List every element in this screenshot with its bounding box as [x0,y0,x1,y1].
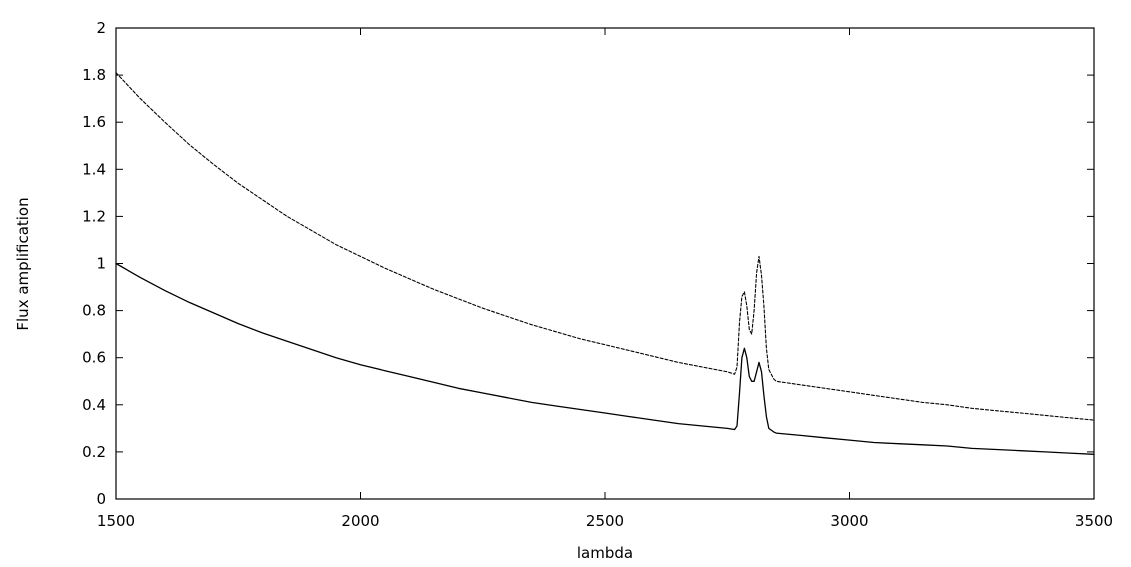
dashed-curve [115,72,1095,421]
y-tick-label: 0.2 [82,443,106,461]
x-tick-label: 1500 [97,512,135,530]
x-axis-label: lambda [577,544,633,562]
y-tick-label: 1.2 [82,207,106,225]
y-tick-label: 0.8 [82,302,106,320]
x-tick-label: 2500 [586,512,624,530]
x-axis-ticks: 1500 2000 2500 3000 3500 [97,28,1113,530]
y-tick-label: 0.6 [82,349,106,367]
y-axis-ticks: 0 0.2 0.4 0.6 0.8 1 1.2 1.4 1.6 1.8 2 [82,19,1094,508]
y-axis-label: Flux amplification [14,197,32,330]
y-tick-label: 1.4 [82,160,106,178]
series-layer [115,72,1095,455]
y-tick-label: 0 [96,490,106,508]
y-tick-label: 0.4 [82,396,106,414]
solid-curve [115,262,1095,455]
y-tick-label: 1.8 [82,66,106,84]
x-tick-label: 2000 [341,512,379,530]
x-tick-label: 3000 [830,512,868,530]
y-tick-label: 1 [96,255,106,273]
y-tick-label: 1.6 [82,113,106,131]
y-tick-label: 2 [96,19,106,37]
x-tick-label: 3500 [1075,512,1113,530]
plot-frame [115,27,1095,500]
